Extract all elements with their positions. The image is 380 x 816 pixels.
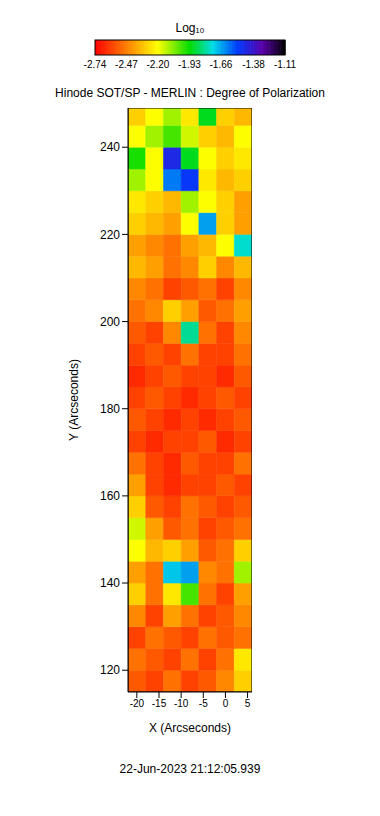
svg-text:-5: -5 <box>199 698 208 709</box>
svg-text:-2.20: -2.20 <box>147 59 170 70</box>
svg-text:Y (Arcseconds): Y (Arcseconds) <box>67 359 81 441</box>
svg-text:-2.47: -2.47 <box>115 59 138 70</box>
svg-text:140: 140 <box>100 576 120 590</box>
svg-text:120: 120 <box>100 663 120 677</box>
svg-text:200: 200 <box>100 315 120 329</box>
svg-text:240: 240 <box>100 140 120 154</box>
svg-text:180: 180 <box>100 402 120 416</box>
svg-text:-10: -10 <box>174 698 189 709</box>
svg-text:X (Arcseconds): X (Arcseconds) <box>149 721 231 735</box>
html-text:Hinode SOT/SP - MERLIN : Degre: Hinode SOT/SP - MERLIN : Degree of Polar… <box>55 86 325 100</box>
svg-text:-2.74: -2.74 <box>84 59 107 70</box>
svg-text:-1.11: -1.11 <box>274 59 296 70</box>
svg-text:220: 220 <box>100 228 120 242</box>
svg-text:160: 160 <box>100 489 120 503</box>
svg-text:5: 5 <box>245 698 251 709</box>
html-text:22-Jun-2023 21:12:05.939: 22-Jun-2023 21:12:05.939 <box>119 762 261 776</box>
svg-text:-20: -20 <box>130 698 145 709</box>
svg-text:0: 0 <box>223 698 229 709</box>
svg-text:-1.66: -1.66 <box>209 59 232 70</box>
svg-text:-1.93: -1.93 <box>178 59 201 70</box>
svg-text:Log₁₀: Log₁₀ <box>175 21 204 35</box>
svg-text:-15: -15 <box>152 698 167 709</box>
svg-text:-1.38: -1.38 <box>242 59 265 70</box>
